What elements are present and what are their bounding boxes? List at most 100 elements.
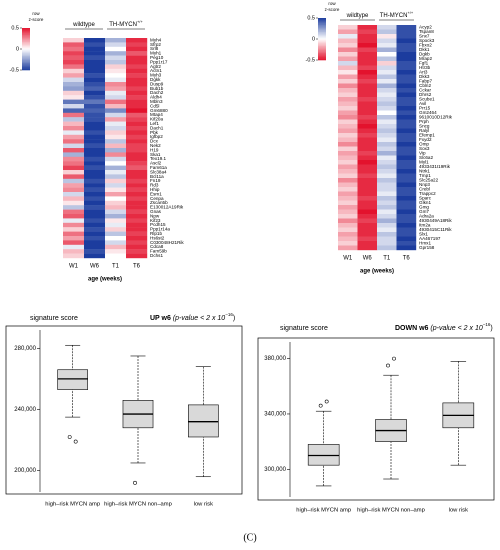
colorbar-step [318,54,326,57]
heatmap-cell [63,104,85,109]
heatmap-cell [357,209,378,215]
heatmap-cell [105,209,127,215]
heatmap-cell [338,214,358,219]
panel-frame [5,325,243,495]
heatmap-cell [338,160,358,165]
heatmap-cell [357,187,378,192]
heatmap-cell [357,29,378,35]
heatmap-cell [338,92,358,98]
colorbar-step [22,56,30,58]
colorbar-step [22,29,30,32]
heatmap-cell [338,61,358,66]
column-group-label: wildtype [72,22,95,28]
row-label: Srl8 [150,46,159,51]
row-label: Sparc [419,195,432,200]
heatmap-cell [63,231,85,237]
y-tick-label: 200,000 [14,468,36,474]
heatmap-cell [126,64,148,69]
colorbar-step [22,61,30,64]
heatmap-cell [338,205,358,210]
column-label: T1 [383,256,391,262]
heatmap-cell [126,68,148,74]
column-group-name: TH-MYCN [109,22,137,28]
y-tick-label: 300,000 [264,467,286,473]
heatmap-cell [377,160,397,165]
heatmap-cell [63,121,85,127]
heatmap-cell [396,110,417,116]
heatmap-cell [357,65,378,71]
heatmap-cell [377,146,397,152]
box [307,444,340,466]
heatmap-cell [396,65,417,71]
heatmap-cell [377,101,397,107]
colorbar-step [318,37,326,40]
heatmap-cell [105,178,127,184]
row-label: Scube1 [419,96,435,101]
heatmap-cell [84,244,106,250]
outlier [73,439,78,444]
heatmap-cell [105,196,127,201]
heatmap-cell [396,88,417,93]
heatmap-cell [357,160,378,165]
row-label: 4930415C11Rik [419,227,452,232]
heatmap-cell [126,77,148,83]
row-label: Sox3 [419,146,430,151]
heatmap-cell [126,253,148,259]
heatmap-cell [357,236,378,242]
row-label: Mbln3 [150,99,163,104]
heatmap-cell [105,42,127,47]
heatmap-cell [357,88,378,93]
row-label: Bub1b [150,86,164,91]
heatmap-cell [377,29,397,35]
title-main: DOWN w6 [395,325,429,332]
heatmap-cell [377,83,397,89]
heatmap-cell [357,79,378,84]
heatmap-cell [338,182,358,188]
heatmap-cell [377,106,397,111]
heatmap-cell [357,232,378,237]
y-tick-label: 340,000 [264,412,286,418]
row-label: Fn19 [150,178,161,183]
colorbar-step [22,49,30,51]
column-group-name: wildtype [72,22,95,28]
heatmap-cell [338,56,358,62]
heatmap-cell [377,178,397,183]
heatmap-cell [84,187,106,193]
heatmap-cell [126,130,148,135]
heatmap-cell [396,200,417,206]
heatmap-cell [84,42,106,47]
column-group-sup: +/+ [137,19,143,24]
heatmap-cell [63,134,85,140]
heatmap-cell [396,160,417,165]
heatmap-cell [63,205,85,210]
heatmap-cell [396,38,417,44]
heatmap-cell [105,236,127,241]
column-label: T6 [403,256,411,262]
row-label: Kif20a [150,117,163,122]
heatmap-cell [126,205,148,210]
x-tick-label: high–risk MYCN non–amp [357,508,425,514]
heatmap-cell [377,79,397,84]
column-group-name: wildtype [346,13,369,19]
heatmap-cell [338,47,358,53]
heatmap-cell [105,165,127,171]
heatmap-cell [126,60,148,65]
heatmap-cell [126,112,148,118]
heatmap-cell [377,169,397,174]
heatmap-cell [396,47,417,53]
row-label: Dkk3 [419,74,430,79]
heatmap-cell [396,245,417,251]
heatmap-cell [105,38,127,43]
heatmap-cell [105,121,127,127]
heatmap-cell [105,205,127,210]
heatmap-cell [357,106,378,111]
colorbar-step [318,19,326,22]
heatmap-cell [105,240,127,245]
heatmap-cell [63,95,85,100]
row-label: C030048H21Rik [150,240,184,245]
heatmap-cell [377,137,397,143]
row-label: Htr3b [419,65,431,70]
colorbar-title: z-score [325,7,340,12]
heatmap-cell [338,236,358,242]
heatmap-cell [338,115,358,120]
